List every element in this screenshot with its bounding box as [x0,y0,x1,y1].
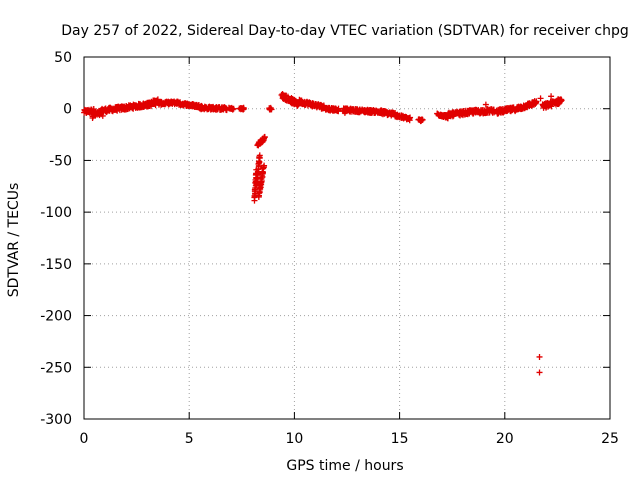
data-point [537,95,544,102]
data-point [341,109,348,116]
data-point [230,105,237,112]
data-point [536,353,543,360]
data-point [261,133,268,140]
data-point [533,98,540,105]
data-point [256,152,263,159]
plot-frame [83,56,611,420]
chart-title: Day 257 of 2022, Sidereal Day-to-day VTE… [61,23,629,39]
x-tick-label: 25 [601,431,619,447]
data-point [536,369,543,376]
data-points [81,91,565,376]
y-tick-label: -50 [49,153,72,169]
data-point [406,117,413,124]
x-axis-label: GPS time / hours [286,458,403,474]
x-tick-label: 5 [185,431,194,447]
data-point [240,104,247,111]
y-tick-label: -250 [40,360,72,376]
axis-ticks [83,56,611,420]
data-point [558,97,565,104]
data-point [260,164,267,171]
y-tick-label: 50 [54,50,72,66]
axis-tick-labels: 0 5 10 15 20 25 50 0 -50 -100 -150 -200 -250 -300 [40,50,619,447]
data-point [482,101,489,108]
y-tick-label: -100 [40,205,72,221]
data-point [335,105,342,112]
data-point [268,106,275,113]
x-tick-label: 0 [80,431,89,447]
y-tick-label: -300 [40,412,72,428]
x-tick-label: 15 [391,431,409,447]
y-tick-label: -150 [40,257,72,273]
data-point [417,118,424,125]
y-axis-label: SDTVAR / TECUs [6,183,22,298]
y-tick-label: 0 [63,102,72,118]
x-tick-label: 20 [496,431,514,447]
x-tick-label: 10 [285,431,303,447]
data-point [548,93,555,100]
y-tick-label: -200 [40,309,72,325]
